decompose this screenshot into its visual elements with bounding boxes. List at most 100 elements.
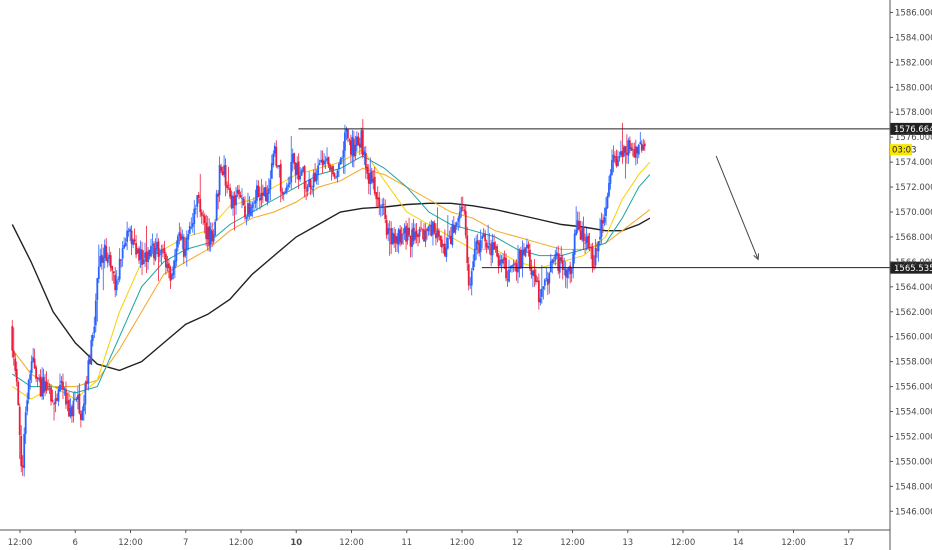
price-tick-label: 1576.000 <box>895 133 932 143</box>
candle-body <box>491 242 494 256</box>
candle-body <box>302 167 305 172</box>
projection-arrow[interactable] <box>715 155 760 261</box>
candle-body <box>502 259 504 264</box>
candle-body <box>100 254 103 263</box>
candle-body <box>314 172 316 182</box>
candle <box>241 188 243 209</box>
candle-body <box>448 235 451 237</box>
candle <box>511 265 513 273</box>
candle <box>479 229 482 261</box>
candle-body <box>167 263 170 269</box>
candle <box>349 134 352 162</box>
candle <box>38 374 41 383</box>
candle <box>634 139 637 166</box>
candle <box>609 169 612 190</box>
candle-body <box>576 220 579 231</box>
candle-body <box>496 246 498 257</box>
support-level[interactable]: 1565.535 <box>481 261 932 274</box>
candle <box>212 229 215 245</box>
candle <box>206 216 209 251</box>
candle-body <box>254 200 257 204</box>
candle-body <box>429 224 431 227</box>
candle-body <box>127 230 130 232</box>
candle-body <box>446 238 449 249</box>
candle-body <box>247 203 249 217</box>
candle <box>590 243 592 260</box>
candle-body <box>200 212 203 216</box>
candle <box>47 379 49 391</box>
candle <box>144 242 146 267</box>
candle <box>385 215 388 239</box>
candle <box>570 267 573 283</box>
candle <box>540 265 543 304</box>
candle <box>470 267 473 296</box>
candle-body <box>261 192 264 196</box>
candle <box>302 166 305 173</box>
candle <box>39 369 42 397</box>
candle <box>381 198 384 217</box>
candle-body <box>135 242 137 255</box>
support-price-label: 1565.535 <box>894 264 932 274</box>
candle-body <box>361 130 364 156</box>
candle-body <box>165 254 167 268</box>
candle-body <box>318 163 321 165</box>
candle <box>124 237 127 247</box>
candle <box>77 386 79 410</box>
resistance-level[interactable]: 1576.664 <box>298 122 932 135</box>
candle-body <box>97 266 100 279</box>
candle <box>585 228 588 251</box>
candle-body <box>18 406 21 436</box>
candle <box>558 253 561 279</box>
candle-body <box>369 172 372 184</box>
candle <box>63 386 66 396</box>
candle-body <box>569 265 572 275</box>
candle <box>417 233 419 247</box>
price-axis[interactable]: 1546.000 1548.000 1550.000 1552.000 1554.000… <box>889 0 932 550</box>
candle-body <box>24 412 27 435</box>
candle <box>239 191 242 198</box>
candle-body <box>628 140 631 150</box>
candle-body <box>375 192 378 200</box>
candle <box>506 270 509 287</box>
candle-body <box>194 208 197 210</box>
candle-body <box>163 248 166 254</box>
plot-background <box>0 0 890 530</box>
candle <box>485 239 488 254</box>
price-tick-label: 1582.000 <box>895 58 932 68</box>
candle <box>338 161 340 177</box>
candle-body <box>102 256 105 264</box>
candle <box>581 221 584 243</box>
horizontal-levels[interactable]: 1576.664 1565.535 <box>298 122 932 274</box>
candle <box>290 136 293 190</box>
candle <box>582 216 585 250</box>
candle-body <box>156 242 158 250</box>
candle-body <box>275 147 278 167</box>
candle <box>299 167 302 182</box>
arrow-shaft[interactable] <box>715 155 759 260</box>
candle <box>170 272 173 281</box>
candle-body <box>68 399 70 417</box>
candle-body <box>529 249 531 269</box>
candle-body <box>412 227 415 241</box>
candle-body <box>511 265 513 268</box>
arrow-head[interactable] <box>753 253 760 261</box>
candle <box>42 368 45 400</box>
candle <box>165 252 167 275</box>
candle-body <box>320 160 322 163</box>
candle-body <box>619 151 622 156</box>
candle-body <box>33 358 36 369</box>
candle-body <box>440 239 443 248</box>
candle-body <box>36 377 39 379</box>
candle <box>327 156 330 169</box>
candle <box>60 376 63 390</box>
candle-body <box>442 243 445 246</box>
candle <box>512 259 515 272</box>
candle-body <box>230 195 233 208</box>
candle-body <box>75 398 78 400</box>
candle <box>408 217 410 237</box>
time-axis[interactable]: 12:00 6 12:00 7 12:00 10 12:00 11 12:00 12 12:00 13… <box>0 529 890 548</box>
candle-body <box>257 185 260 198</box>
candle-body <box>103 244 106 259</box>
candle <box>93 316 96 338</box>
